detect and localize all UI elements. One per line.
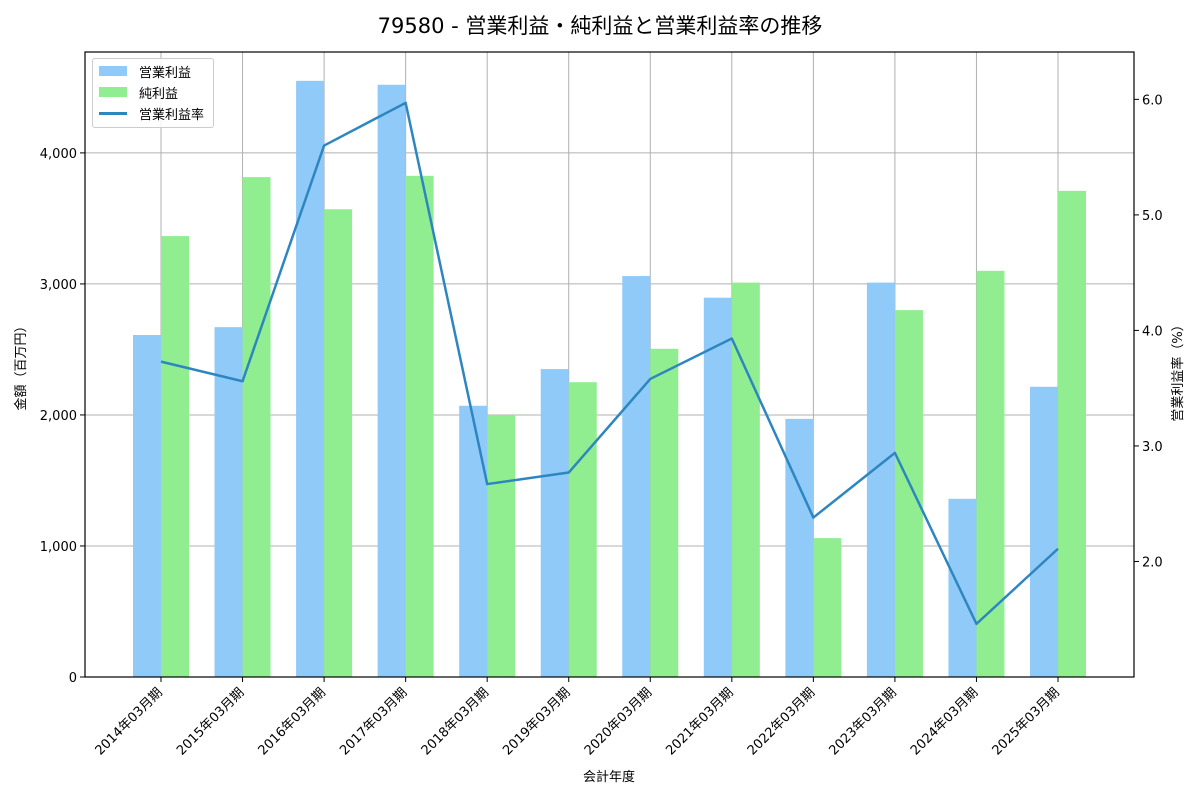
bar-operating-profit bbox=[133, 335, 161, 677]
bar-operating-profit bbox=[377, 84, 406, 677]
y-axis-label-left: 金額（百万円） bbox=[13, 319, 29, 410]
net-profit-swatch bbox=[99, 87, 127, 97]
x-tick-label: 2021年03月期 bbox=[663, 685, 736, 758]
right-tick-label: 2.0 bbox=[1142, 555, 1163, 570]
bar-net-profit bbox=[650, 348, 679, 677]
bar-net-profit bbox=[242, 177, 271, 677]
bar-operating-profit bbox=[1030, 386, 1058, 677]
bar-net-profit bbox=[731, 282, 760, 677]
x-axis-label: 会計年度 bbox=[583, 769, 635, 785]
legend-item-operating-profit: 営業利益 bbox=[99, 62, 192, 81]
x-tick-label: 2023年03月期 bbox=[826, 685, 899, 758]
bar-operating-profit bbox=[296, 80, 325, 678]
operating-margin-line bbox=[160, 101, 1059, 626]
operating-margin-line-swatch bbox=[99, 111, 127, 115]
legend-label: 純利益 bbox=[139, 86, 179, 102]
bar-operating-profit bbox=[703, 297, 732, 677]
y-axis-label-right: 営業利益率（%） bbox=[1170, 318, 1186, 421]
bar-net-profit bbox=[324, 209, 353, 677]
left-tick-label: 0 bbox=[69, 671, 77, 686]
bar-net-profit bbox=[1058, 190, 1086, 677]
legend-item-operating-margin: 営業利益率 bbox=[99, 104, 205, 123]
chart-legend: 営業利益 純利益 営業利益率 bbox=[92, 58, 214, 128]
legend-item-net-profit: 純利益 bbox=[99, 83, 179, 102]
legend-label: 営業利益 bbox=[139, 65, 192, 81]
x-tick-label: 2017年03月期 bbox=[337, 685, 410, 758]
right-tick-label: 6.0 bbox=[1142, 93, 1163, 108]
bar-operating-profit bbox=[540, 369, 569, 677]
right-tick-label: 4.0 bbox=[1142, 324, 1163, 339]
x-tick-label: 2025年03月期 bbox=[990, 685, 1063, 758]
bar-net-profit bbox=[894, 310, 923, 677]
bar-operating-profit bbox=[214, 327, 243, 677]
chart-title: 79580 - 営業利益・純利益と営業利益率の推移 bbox=[377, 14, 823, 38]
x-tick-label: 2018年03月期 bbox=[419, 685, 492, 758]
legend-label: 営業利益率 bbox=[139, 107, 205, 123]
x-tick-label: 2014年03月期 bbox=[93, 685, 166, 758]
bar-net-profit bbox=[568, 382, 597, 677]
left-tick-label: 4,000 bbox=[40, 147, 77, 162]
bar-operating-profit bbox=[622, 276, 651, 677]
left-tick-label: 1,000 bbox=[40, 540, 77, 555]
x-tick-label: 2020年03月期 bbox=[582, 685, 655, 758]
left-tick-label: 3,000 bbox=[40, 278, 77, 293]
x-tick-label: 2022年03月期 bbox=[745, 685, 818, 758]
bar-net-profit bbox=[161, 236, 189, 677]
bar-net-profit bbox=[405, 175, 434, 678]
bar-operating-profit bbox=[866, 282, 895, 677]
bar-net-profit bbox=[976, 270, 1005, 677]
x-tick-label: 2019年03月期 bbox=[500, 685, 573, 758]
bar-net-profit bbox=[813, 538, 842, 677]
right-tick-label: 5.0 bbox=[1142, 209, 1163, 224]
x-tick-label: 2024年03月期 bbox=[908, 685, 981, 758]
bar-net-profit bbox=[487, 414, 516, 677]
plot-frame bbox=[84, 51, 1135, 678]
left-tick-label: 2,000 bbox=[40, 409, 77, 424]
bar-operating-profit bbox=[459, 405, 488, 677]
operating-profit-swatch bbox=[99, 66, 127, 76]
x-tick-label: 2015年03月期 bbox=[174, 685, 247, 758]
bar-operating-profit bbox=[948, 498, 977, 677]
x-tick-label: 2016年03月期 bbox=[256, 685, 329, 758]
bar-operating-profit bbox=[785, 418, 814, 677]
right-tick-label: 3.0 bbox=[1142, 440, 1163, 455]
